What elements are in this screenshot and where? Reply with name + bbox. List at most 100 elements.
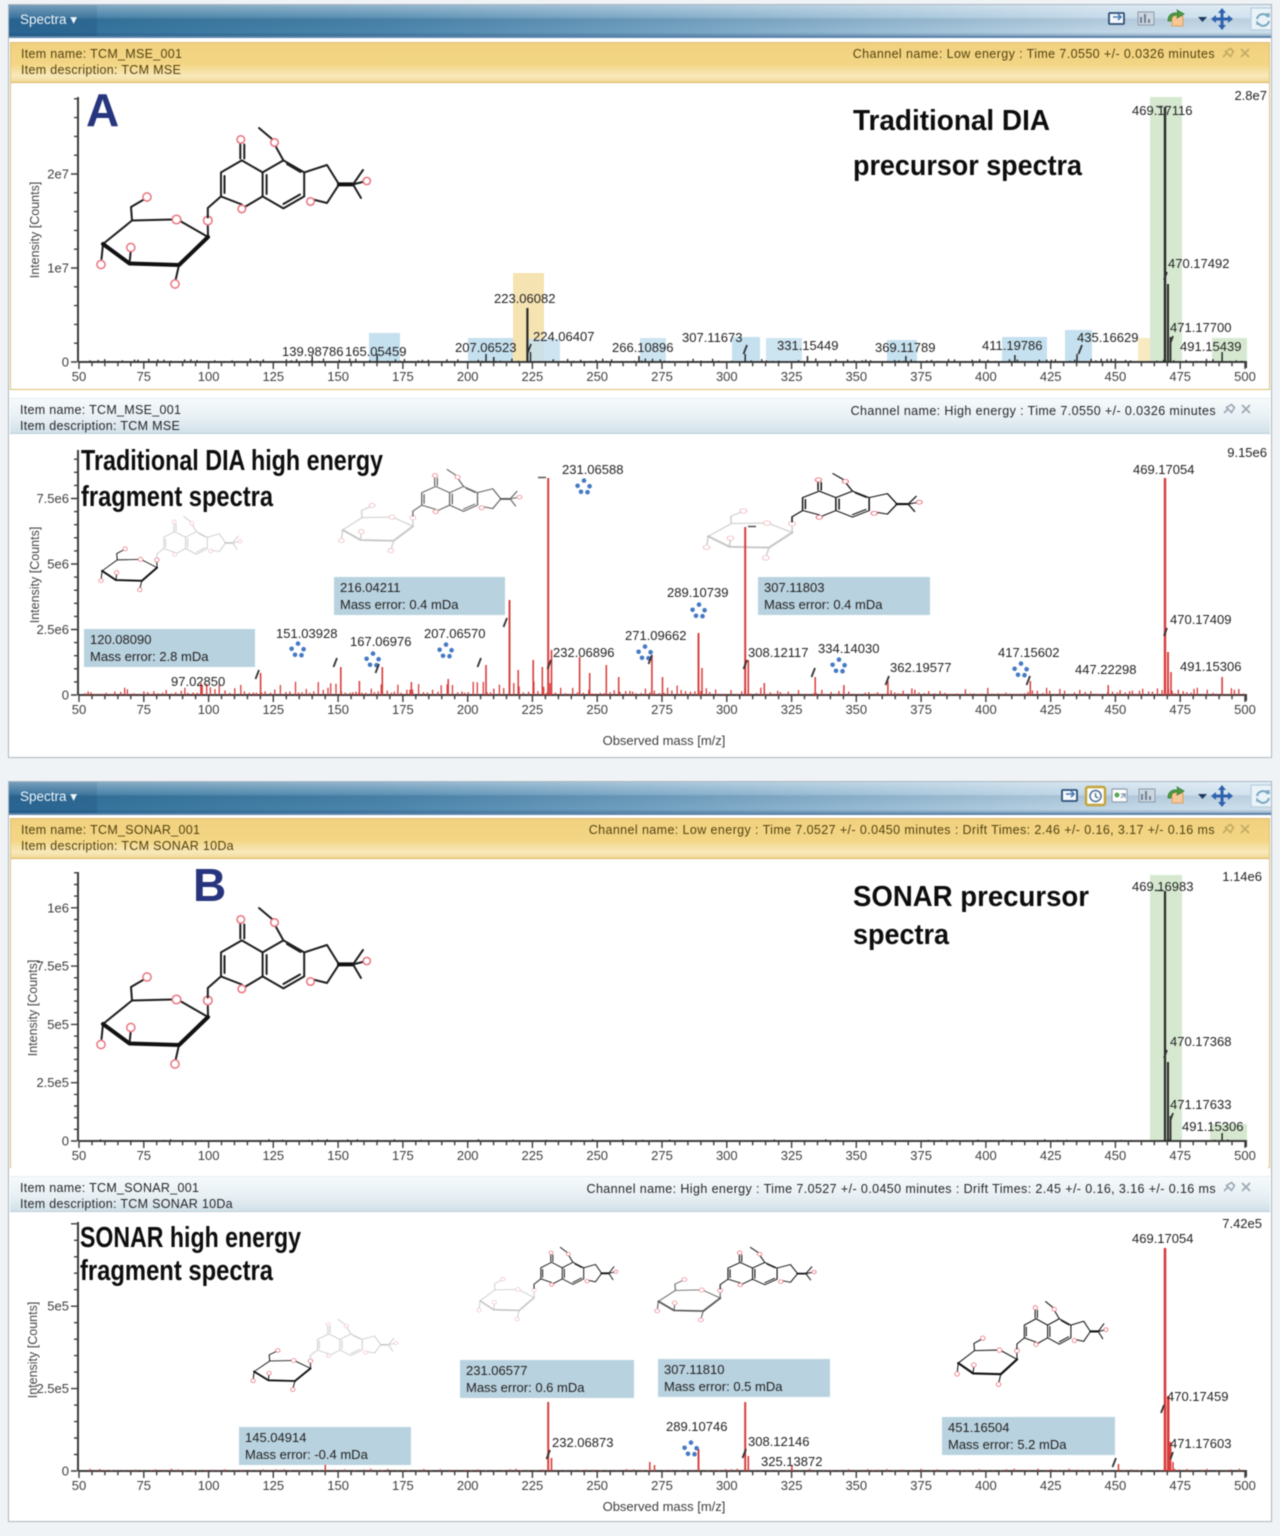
svg-text:Mass error: 2.8 mDa: Mass error: 2.8 mDa [90,649,209,664]
svg-text:0: 0 [62,1464,69,1479]
svg-text:400: 400 [975,1148,997,1163]
svg-text:216.04211: 216.04211 [340,580,401,595]
svg-text:150: 150 [327,369,349,384]
svg-text:470.17368: 470.17368 [1170,1034,1231,1049]
svg-text:400: 400 [975,1478,997,1493]
svg-text:7.5e6: 7.5e6 [36,491,69,506]
svg-text:2.5e6: 2.5e6 [36,622,69,637]
svg-text:SONAR precursor: SONAR precursor [853,881,1089,913]
svg-text:167.06976: 167.06976 [350,634,411,649]
svg-text:400: 400 [975,702,997,717]
svg-text:250: 250 [586,702,608,717]
svg-text:0: 0 [62,1134,69,1149]
svg-text:7.5e5: 7.5e5 [36,959,69,974]
svg-text:469.17054: 469.17054 [1133,462,1194,477]
svg-text:475: 475 [1169,1478,1191,1493]
svg-text:Mass error: 0.6 mDa: Mass error: 0.6 mDa [466,1380,585,1395]
svg-text:7.42e5: 7.42e5 [1222,1216,1262,1231]
svg-text:225: 225 [522,369,544,384]
svg-text:200: 200 [457,1478,479,1493]
svg-text:75: 75 [137,1148,151,1163]
svg-text:100: 100 [198,702,220,717]
svg-text:435.16629: 435.16629 [1077,330,1138,345]
svg-text:139.98786: 139.98786 [282,344,343,359]
svg-text:Intensity [Counts]: Intensity [Counts] [26,1302,40,1399]
svg-text:75: 75 [137,1478,151,1493]
svg-text:97.02850: 97.02850 [171,674,225,689]
svg-text:331.15449: 331.15449 [777,338,838,353]
svg-text:0: 0 [62,355,69,370]
svg-text:308.12146: 308.12146 [748,1434,809,1449]
svg-text:250: 250 [586,1148,608,1163]
svg-text:A: A [86,84,119,136]
svg-text:5e6: 5e6 [47,557,69,572]
svg-text:275: 275 [651,702,673,717]
svg-text:362.19577: 362.19577 [890,660,951,675]
svg-text:450: 450 [1105,702,1127,717]
svg-text:150: 150 [327,1478,349,1493]
svg-text:Mass error: 0.4 mDa: Mass error: 0.4 mDa [340,597,459,612]
svg-text:2e7: 2e7 [47,167,69,182]
svg-text:150: 150 [327,702,349,717]
svg-text:125: 125 [262,1148,284,1163]
svg-text:200: 200 [457,369,479,384]
svg-text:Traditional DIA high energy: Traditional DIA high energy [81,445,383,477]
svg-text:B: B [193,859,226,911]
svg-text:450: 450 [1105,1478,1127,1493]
svg-text:425: 425 [1040,1148,1062,1163]
svg-text:307.11803: 307.11803 [764,580,825,595]
svg-text:175: 175 [392,369,414,384]
svg-text:400: 400 [975,369,997,384]
svg-text:1e7: 1e7 [47,261,69,276]
svg-text:125: 125 [262,1478,284,1493]
svg-text:325: 325 [781,702,803,717]
svg-text:125: 125 [262,369,284,384]
svg-text:469.16983: 469.16983 [1132,879,1193,894]
svg-text:307.11673: 307.11673 [682,330,743,345]
svg-text:471.17633: 471.17633 [1170,1097,1231,1112]
svg-text:300: 300 [716,1478,738,1493]
svg-text:165.05459: 165.05459 [345,344,406,359]
svg-text:491.15306: 491.15306 [1180,659,1241,674]
svg-text:350: 350 [845,1148,867,1163]
svg-text:50: 50 [72,369,86,384]
svg-text:Mass error: 0.4 mDa: Mass error: 0.4 mDa [764,597,883,612]
svg-text:2.5e5: 2.5e5 [36,1381,69,1396]
svg-text:Traditional DIA: Traditional DIA [853,105,1050,137]
svg-text:232.06896: 232.06896 [553,645,614,660]
svg-text:75: 75 [137,702,151,717]
svg-text:471.17700: 471.17700 [1170,320,1231,335]
svg-text:SONAR high energy: SONAR high energy [80,1222,301,1254]
svg-text:175: 175 [392,702,414,717]
svg-text:325: 325 [781,369,803,384]
svg-text:100: 100 [198,1148,220,1163]
svg-text:334.14030: 334.14030 [818,641,879,656]
svg-text:2.5e5: 2.5e5 [36,1075,69,1090]
svg-text:50: 50 [72,1148,86,1163]
svg-text:300: 300 [716,1148,738,1163]
svg-text:450: 450 [1105,1148,1127,1163]
svg-text:225: 225 [522,1148,544,1163]
svg-text:451.16504: 451.16504 [948,1420,1009,1435]
svg-text:470.17492: 470.17492 [1168,256,1229,271]
svg-text:447.22298: 447.22298 [1075,662,1136,677]
svg-text:fragment spectra: fragment spectra [80,1255,274,1287]
svg-text:150: 150 [327,1148,349,1163]
svg-text:375: 375 [910,1148,932,1163]
svg-text:151.03928: 151.03928 [276,626,337,641]
svg-text:0: 0 [62,688,69,703]
svg-text:471.17603: 471.17603 [1170,1436,1231,1451]
svg-text:200: 200 [457,1148,479,1163]
svg-text:250: 250 [586,1478,608,1493]
svg-text:175: 175 [392,1478,414,1493]
svg-text:207.06570: 207.06570 [424,626,485,641]
svg-text:Intensity [Counts]: Intensity [Counts] [28,527,42,624]
svg-text:231.06577: 231.06577 [466,1363,527,1378]
svg-text:289.10739: 289.10739 [667,585,728,600]
svg-text:500: 500 [1234,1478,1256,1493]
svg-text:300: 300 [716,369,738,384]
svg-text:145.04914: 145.04914 [245,1430,306,1445]
svg-text:375: 375 [910,1478,932,1493]
svg-text:Intensity [Counts]: Intensity [Counts] [26,960,40,1057]
svg-text:469.17054: 469.17054 [1132,1231,1193,1246]
